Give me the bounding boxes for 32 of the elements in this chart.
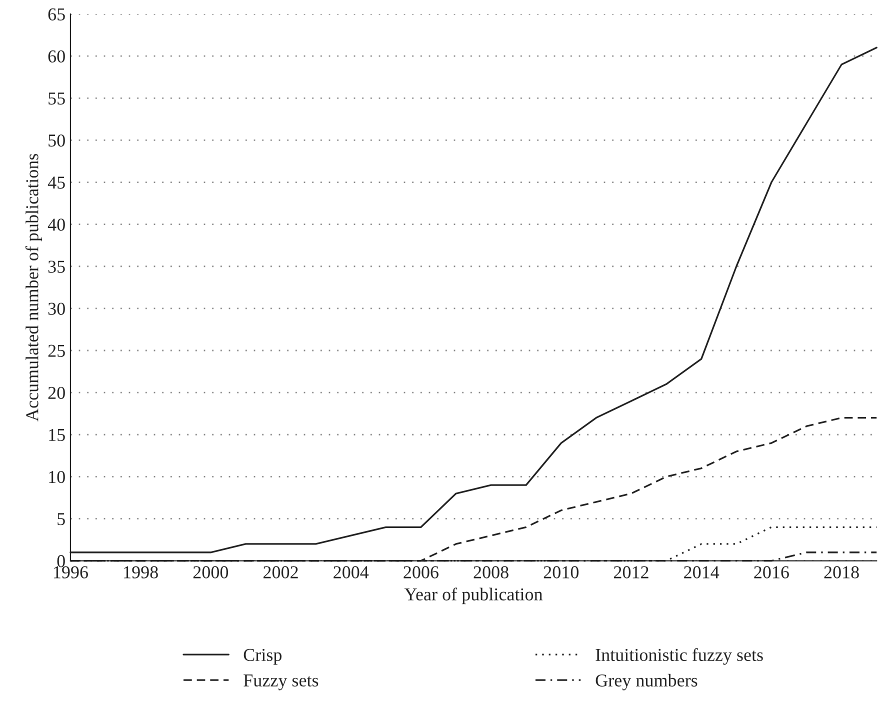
x-axis-title: Year of publication <box>404 588 543 604</box>
legend-label: Fuzzy sets <box>244 674 318 690</box>
y-tick-label: 25 <box>48 344 65 357</box>
x-tick-label: 2002 <box>264 566 298 578</box>
legend-label: Crisp <box>244 648 282 665</box>
y-tick-label: 35 <box>48 260 65 273</box>
x-tick-label: 2000 <box>193 566 228 578</box>
y-tick-label: 10 <box>49 470 65 484</box>
x-tick-label: 2018 <box>824 566 859 578</box>
y-tick-label: 40 <box>48 218 65 231</box>
y-tick-label: 50 <box>48 134 65 147</box>
y-tick-label: 5 <box>58 513 65 526</box>
y-tick-label: 15 <box>49 428 65 442</box>
y-tick-label: 0 <box>57 555 65 568</box>
x-tick-label: 2008 <box>474 566 508 578</box>
x-tick-label: 2010 <box>544 566 579 578</box>
y-tick-label: 65 <box>48 8 65 20</box>
y-tick-label: 45 <box>48 176 65 189</box>
y-tick-label: 30 <box>48 302 65 315</box>
legend-label: Intuitionistic fuzzy sets <box>596 648 763 665</box>
y-axis-title: Accumulated number of publications <box>25 154 42 422</box>
legend-label: Grey numbers <box>596 674 698 690</box>
y-tick-label: 55 <box>48 92 65 105</box>
x-tick-label: 2012 <box>614 566 648 578</box>
x-tick-label: 2016 <box>754 566 789 578</box>
y-tick-label: 20 <box>48 386 65 399</box>
x-tick-label: 2006 <box>404 566 438 578</box>
y-tick-label: 60 <box>48 50 65 63</box>
x-tick-label: 2004 <box>334 566 369 578</box>
x-tick-label: 1996 <box>54 566 88 578</box>
x-tick-label: 1998 <box>124 566 158 578</box>
x-tick-label: 2014 <box>684 566 720 578</box>
